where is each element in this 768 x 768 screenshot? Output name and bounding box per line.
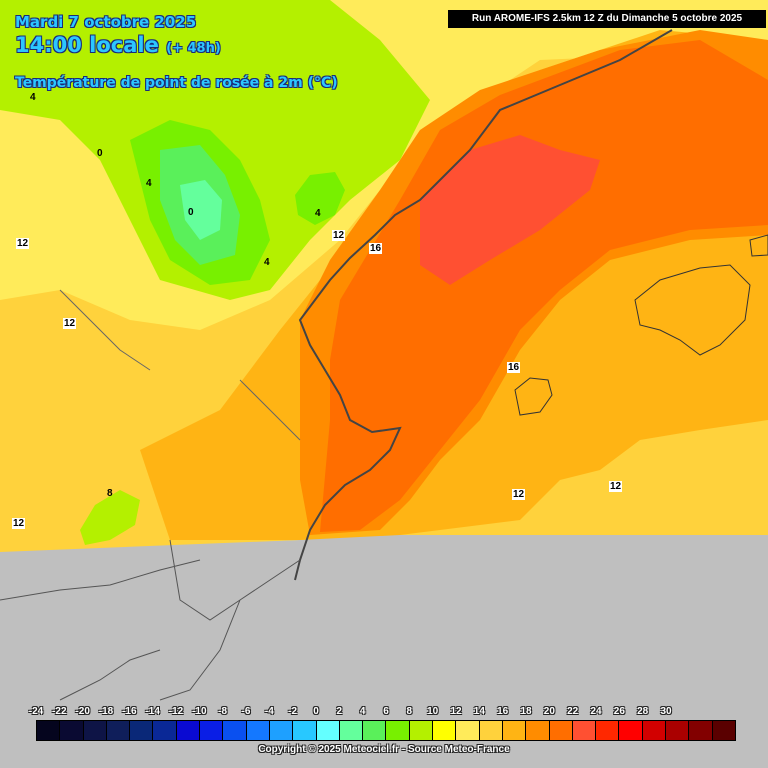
legend-tick-label: -10: [192, 706, 207, 717]
coastline: [294, 29, 673, 581]
legend-swatch: [176, 721, 201, 740]
legend-swatch: [269, 721, 294, 740]
legend-swatch: [572, 721, 597, 740]
isoline-label: 0: [97, 148, 103, 159]
legend-tick-label: -14: [145, 706, 160, 717]
isoline-label: 4: [30, 92, 36, 103]
forecast-date: Mardi 7 octobre 2025: [15, 13, 197, 31]
legend-swatch: [433, 721, 457, 740]
isoline-label: 12: [12, 518, 26, 529]
legend-swatch: [642, 721, 667, 740]
legend-tick-label: 10: [427, 706, 439, 717]
legend-swatch: [596, 721, 620, 740]
legend-color-scale: [36, 720, 736, 741]
legend-swatch: [479, 721, 503, 740]
region-borders: [0, 539, 301, 701]
field-band-0-2: [180, 180, 222, 240]
legend-tick-label: 22: [567, 706, 579, 717]
isoline-label: 12: [16, 238, 30, 249]
isoline-label: 16: [507, 362, 521, 373]
legend-tick-label: 12: [450, 706, 462, 717]
legend-swatch: [386, 721, 410, 740]
legend-swatch: [106, 721, 131, 740]
legend-tick-label: 18: [520, 706, 532, 717]
legend-swatch: [619, 721, 643, 740]
field-band-6-8-south: [80, 490, 140, 545]
forecast-time: 14:00 locale (+ 48h): [15, 33, 221, 57]
legend-ticks: -24 -22 -20 -18 -16 -14 -12 -10 -8 -6 -4 -2 0 2 4 6 8 10 1…: [24, 706, 750, 718]
legend-swatch: [502, 721, 527, 740]
legend-tick-label: 20: [543, 706, 555, 717]
legend-tick-label: -22: [52, 706, 67, 717]
legend-tick-label: 8: [406, 706, 413, 717]
legend-tick-label: 2: [336, 706, 343, 717]
legend-swatch: [37, 721, 61, 740]
legend-swatch: [409, 721, 434, 740]
legend-swatch: [83, 721, 107, 740]
legend-tick-label: 6: [383, 706, 389, 717]
legend-swatch: [339, 721, 364, 740]
forecast-local-time: 14:00 locale: [15, 33, 159, 57]
copyright-notice: Copyright © 2025 Meteociel.fr - Source M…: [258, 744, 510, 755]
river-lines: [59, 289, 301, 441]
legend-swatch: [549, 721, 573, 740]
legend-swatch: [666, 721, 690, 740]
field-band-4-6-east: [295, 172, 345, 225]
island-menorca: [749, 234, 768, 257]
legend-swatch: [200, 721, 224, 740]
legend-tick-label: 30: [660, 706, 672, 717]
island-ibiza: [514, 377, 553, 416]
legend-swatch: [689, 721, 713, 740]
isoline-label: 8: [107, 488, 113, 499]
isoline-label: 12: [512, 489, 526, 500]
forecast-lead-time: (+ 48h): [166, 41, 221, 56]
legend-tick-label: 26: [613, 706, 625, 717]
legend-tick-label: -24: [28, 706, 44, 717]
isoline-label: 4: [315, 208, 321, 219]
legend-tick-label: -4: [264, 706, 274, 717]
isoline-label: 0: [188, 207, 194, 218]
legend-swatch: [526, 721, 550, 740]
legend-tick-label: 0: [313, 706, 319, 717]
legend-tick-label: -16: [122, 706, 137, 717]
legend-swatch: [223, 721, 247, 740]
field-band-18-20: [320, 40, 768, 532]
parameter-title: Température de point de rosée à 2m (°C): [15, 75, 338, 91]
legend-tick-label: -18: [98, 706, 114, 717]
legend-swatch: [363, 721, 387, 740]
legend-tick-label: -2: [288, 706, 298, 717]
legend-tick-label: 28: [637, 706, 649, 717]
legend-swatch: [60, 721, 84, 740]
legend-swatch: [130, 721, 154, 740]
isoline-label: 16: [369, 243, 383, 254]
isoline-label: 4: [146, 178, 152, 189]
legend-swatch: [456, 721, 480, 740]
legend-tick-label: 24: [590, 706, 602, 717]
legend-swatch: [153, 721, 177, 740]
legend-tick-label: -12: [168, 706, 184, 717]
legend-tick-label: 16: [497, 706, 509, 717]
legend-swatch: [316, 721, 340, 740]
legend-tick-label: 14: [473, 706, 485, 717]
legend-tick-label: -8: [218, 706, 228, 717]
isoline-label: 12: [63, 318, 77, 329]
legend-tick-label: -20: [75, 706, 90, 717]
island-mallorca: [634, 264, 751, 356]
model-run-banner: Run AROME-IFS 2.5km 12 Z du Dimanche 5 o…: [448, 10, 766, 28]
legend-tick-label: -6: [241, 706, 251, 717]
isoline-label: 12: [332, 230, 346, 241]
isoline-label: 4: [264, 257, 270, 268]
field-band-20-22: [420, 135, 600, 285]
legend-swatch: [712, 721, 735, 740]
legend-swatch: [246, 721, 270, 740]
isoline-label: 12: [609, 481, 623, 492]
legend-swatch: [293, 721, 317, 740]
legend-tick-label: 4: [359, 706, 366, 717]
